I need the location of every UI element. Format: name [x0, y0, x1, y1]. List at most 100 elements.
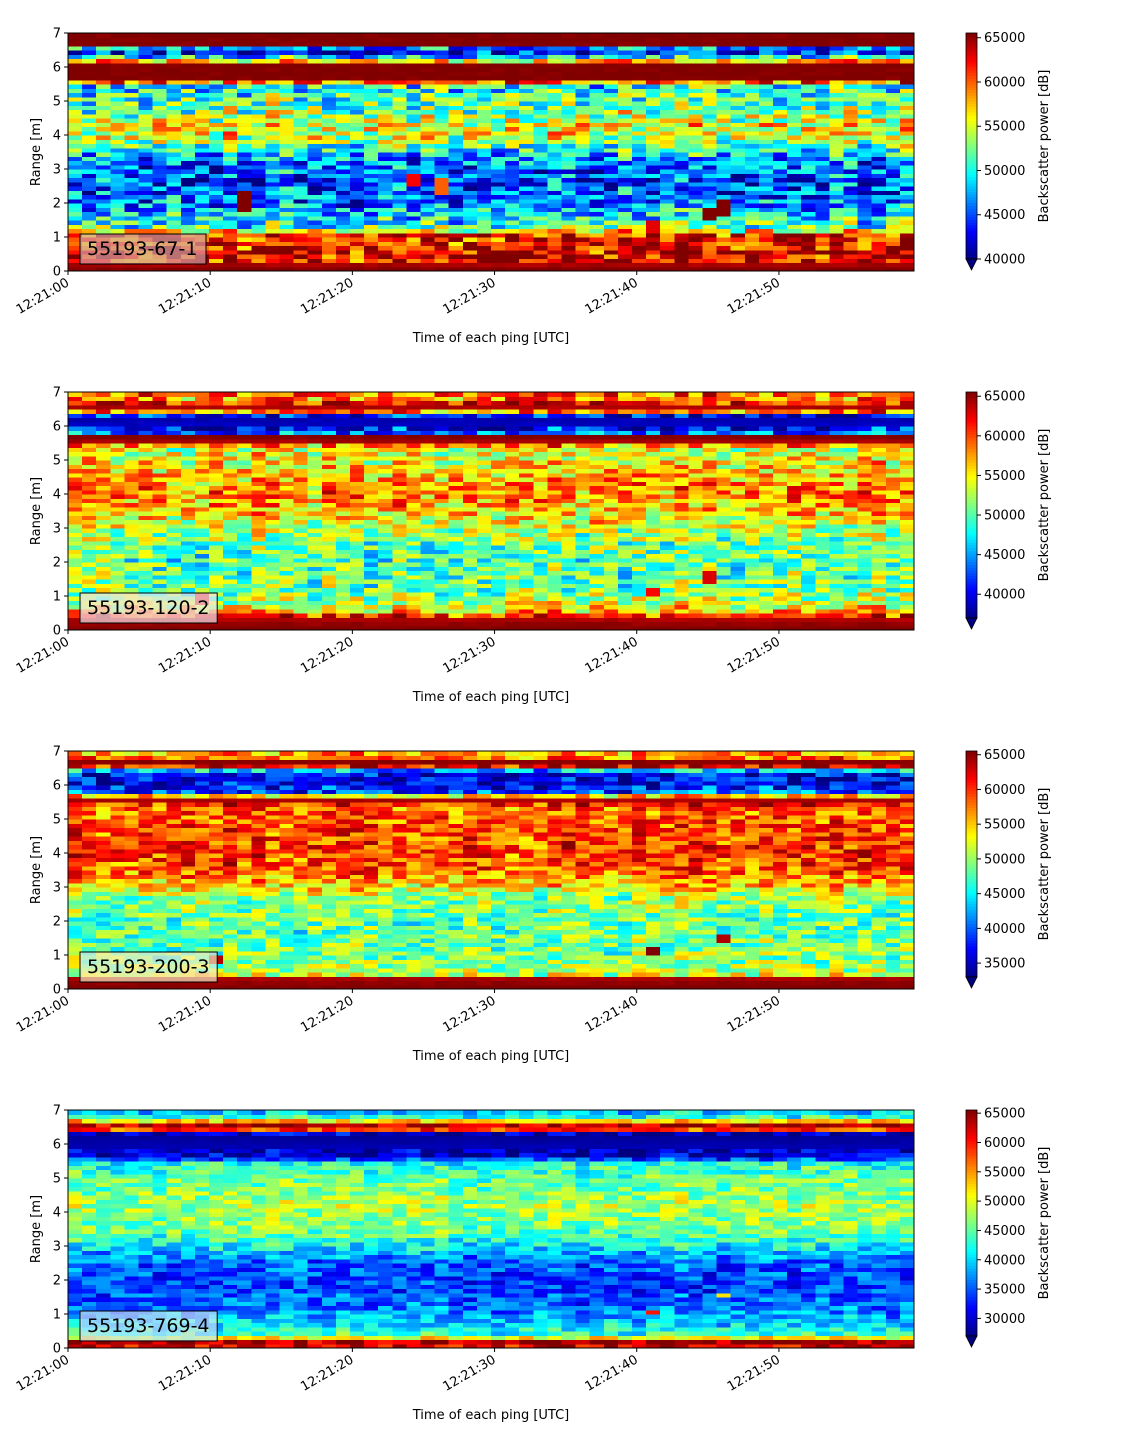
colorbar-segment	[966, 109, 977, 113]
heatmap-cell	[350, 421, 365, 427]
heatmap-cell	[209, 164, 224, 170]
heatmap-cell	[335, 152, 351, 157]
heatmap-cell	[688, 50, 704, 55]
heatmap-cell	[491, 190, 506, 196]
heatmap-cell	[843, 211, 859, 217]
heatmap-cell	[96, 156, 111, 162]
heatmap-cell	[166, 75, 182, 81]
heatmap-cell	[773, 109, 788, 115]
heatmap-cell	[237, 426, 252, 431]
heatmap-cell	[152, 211, 168, 217]
heatmap-cell	[434, 502, 450, 508]
heatmap-cell	[82, 566, 97, 572]
heatmap-cell	[392, 468, 407, 474]
heatmap-cell	[420, 211, 436, 217]
heatmap-cell	[124, 164, 140, 170]
heatmap-cell	[350, 604, 365, 610]
heatmap-cell	[194, 266, 210, 272]
heatmap-cell	[392, 190, 407, 196]
heatmap-cell	[138, 126, 154, 132]
heatmap-cell	[110, 434, 125, 440]
heatmap-cell	[68, 173, 83, 179]
heatmap-cell	[857, 143, 873, 149]
heatmap-cell	[364, 101, 379, 106]
heatmap-cell	[124, 421, 140, 427]
heatmap-cell	[350, 545, 365, 550]
heatmap-cell	[843, 237, 859, 242]
heatmap-cell	[251, 71, 266, 77]
heatmap-cell	[152, 224, 168, 230]
colorbar-extend-min	[965, 258, 978, 271]
heatmap-cell	[674, 109, 689, 115]
heatmap-cell	[237, 430, 252, 436]
heatmap-cell	[166, 173, 182, 179]
heatmap-cell	[632, 152, 647, 157]
heatmap-cell	[209, 421, 224, 427]
heatmap-cell	[857, 241, 873, 247]
heatmap-cell	[68, 130, 83, 136]
heatmap-cell	[251, 135, 266, 140]
heatmap-cell	[702, 135, 718, 140]
heatmap-cell	[632, 101, 647, 106]
heatmap-cell	[660, 254, 675, 259]
heatmap-cell	[843, 177, 859, 183]
heatmap-cell	[265, 79, 281, 85]
heatmap-cell	[293, 126, 309, 132]
heatmap-cell	[688, 139, 704, 145]
heatmap-cell	[251, 92, 266, 98]
heatmap-cell	[335, 434, 351, 440]
heatmap-cell	[321, 596, 337, 601]
heatmap-cell	[378, 75, 393, 81]
heatmap-cell	[82, 135, 97, 140]
heatmap-cell	[815, 147, 830, 153]
heatmap-cell	[899, 249, 915, 255]
heatmap-cell	[462, 88, 478, 94]
heatmap-cell	[787, 164, 802, 170]
heatmap-cell	[279, 58, 295, 64]
heatmap-cell	[293, 506, 309, 512]
heatmap-cell	[505, 224, 520, 230]
heatmap-cell	[166, 190, 182, 196]
heatmap-cell	[815, 220, 830, 225]
heatmap-cell	[448, 215, 464, 221]
heatmap-cell	[378, 409, 393, 414]
heatmap-cell	[533, 126, 548, 132]
heatmap-cell	[448, 113, 464, 119]
heatmap-cell	[96, 494, 111, 499]
heatmap-cell	[307, 566, 323, 572]
heatmap-cell	[321, 625, 337, 631]
heatmap-cell	[505, 75, 520, 81]
heatmap-cell	[96, 404, 111, 410]
heatmap-cell	[350, 177, 365, 183]
heatmap-cell	[194, 156, 210, 162]
heatmap-cell	[251, 485, 266, 491]
heatmap-cell	[434, 583, 450, 589]
heatmap-cell	[180, 404, 196, 410]
heatmap-cell	[68, 489, 83, 495]
heatmap-cell	[420, 574, 436, 580]
heatmap-cell	[505, 156, 520, 162]
heatmap-cell	[152, 430, 168, 436]
heatmap-cell	[589, 241, 605, 247]
heatmap-cell	[110, 96, 125, 102]
heatmap-cell	[293, 109, 309, 115]
heatmap-cell	[124, 143, 140, 149]
heatmap-cell	[378, 88, 393, 94]
heatmap-cell	[829, 75, 845, 81]
heatmap-cell	[321, 519, 337, 525]
heatmap-cell	[152, 566, 168, 572]
heatmap-cell	[674, 245, 689, 251]
heatmap-cell	[110, 549, 125, 555]
heatmap-cell	[406, 532, 422, 538]
heatmap-cell	[251, 434, 266, 440]
heatmap-cell	[321, 443, 337, 448]
heatmap-cell	[491, 198, 506, 204]
heatmap-cell	[265, 84, 281, 89]
heatmap-cell	[533, 237, 548, 242]
heatmap-cell	[773, 215, 788, 221]
heatmap-cell	[505, 96, 520, 102]
heatmap-cell	[279, 152, 295, 157]
heatmap-cell	[96, 220, 111, 225]
heatmap-cell	[829, 203, 845, 208]
heatmap-cell	[82, 266, 97, 272]
